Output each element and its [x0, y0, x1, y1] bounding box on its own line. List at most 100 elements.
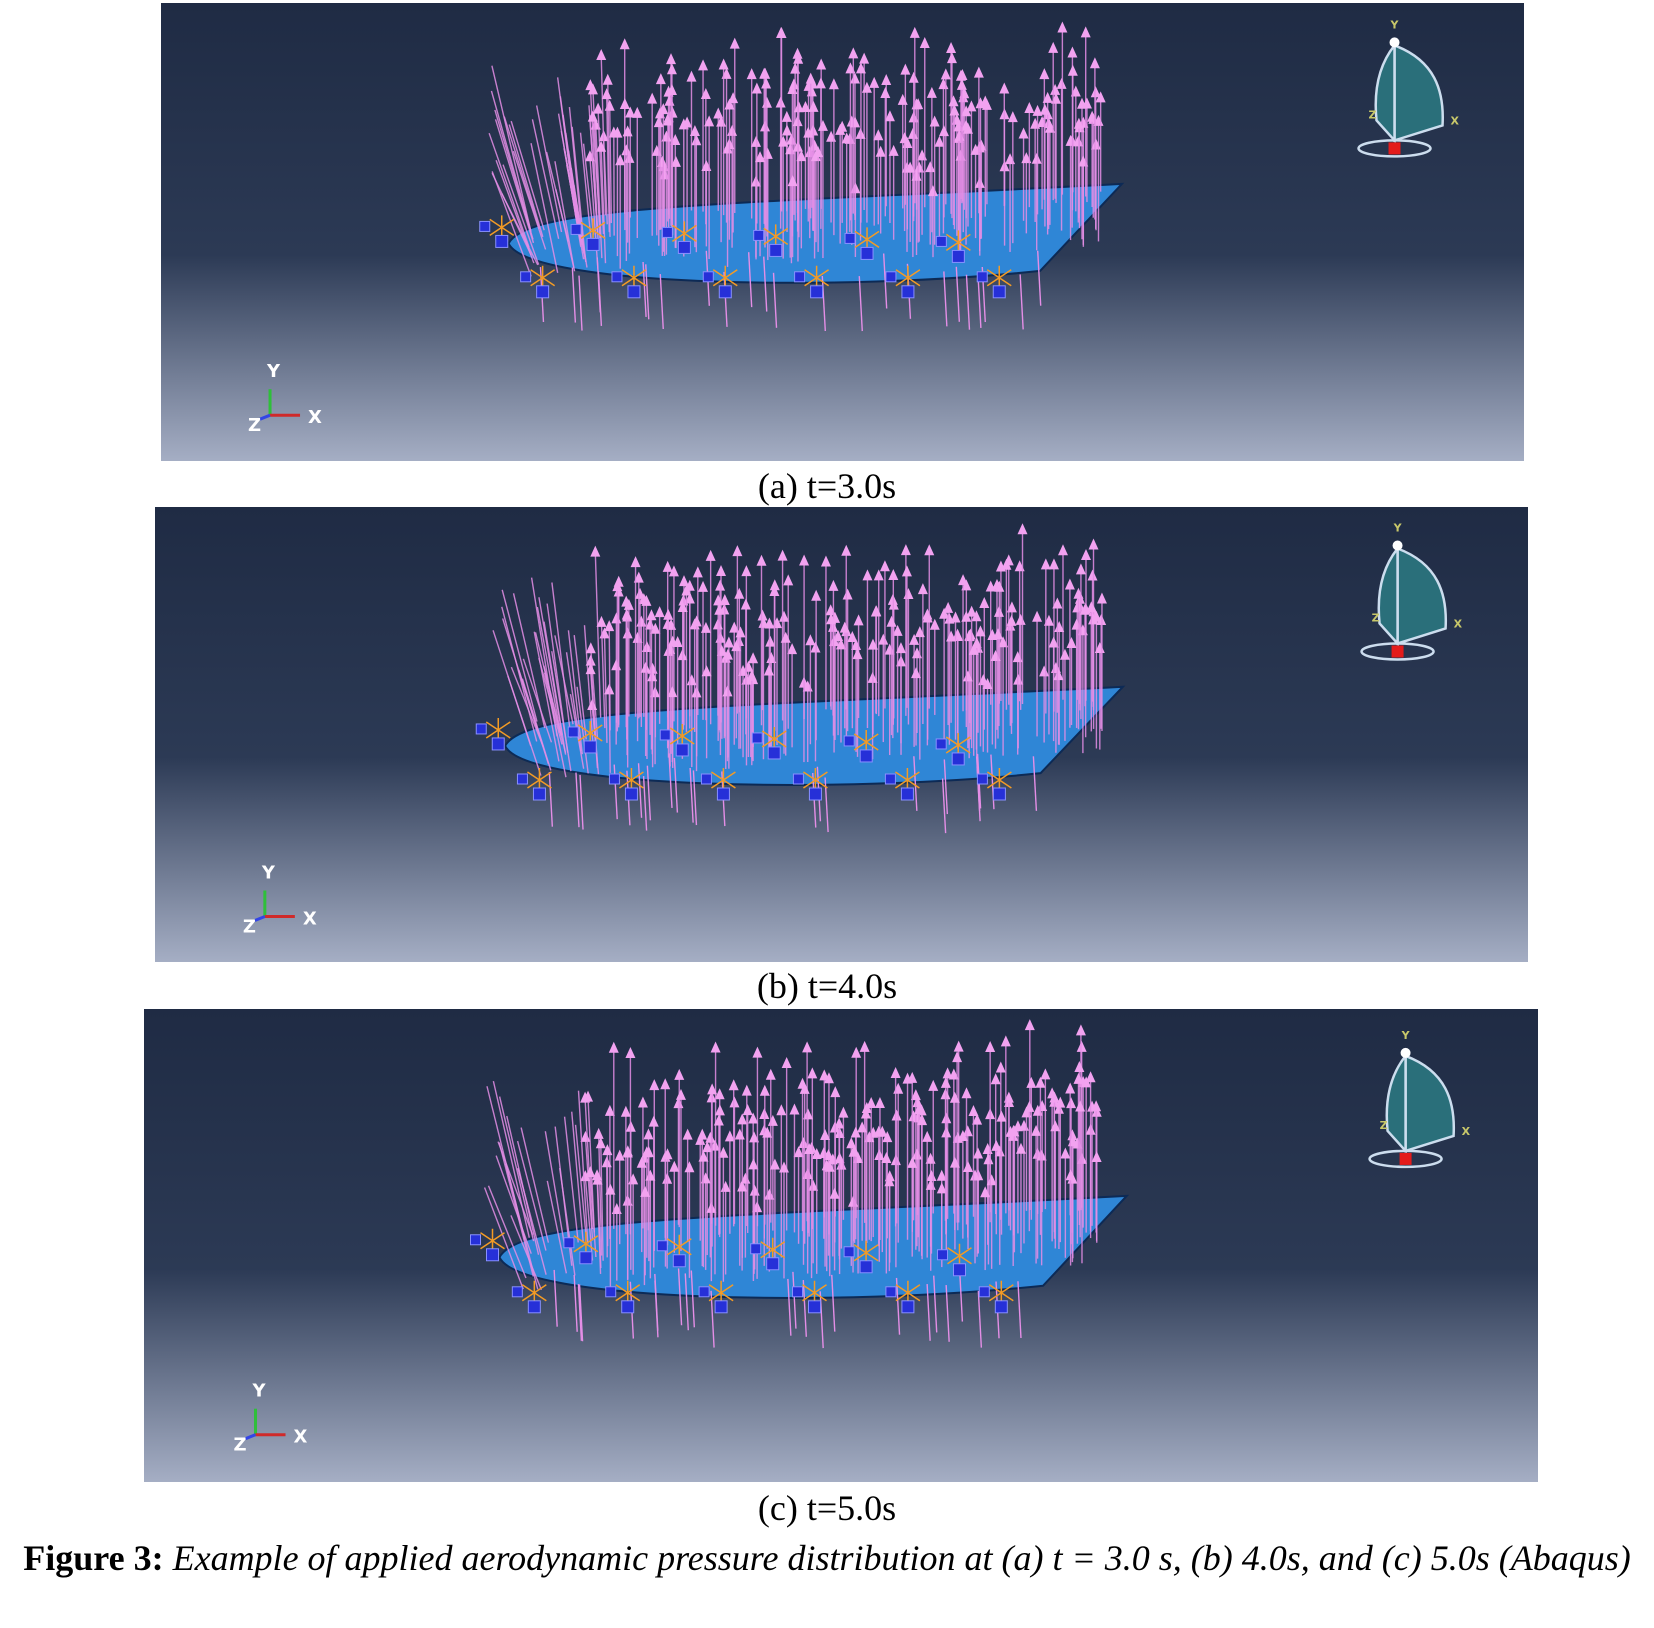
arrow-head — [922, 1130, 933, 1142]
pressure-arrow — [578, 1284, 584, 1342]
arrow-head — [787, 175, 798, 187]
pressure-arrow — [588, 114, 599, 234]
arrow-head — [805, 72, 816, 84]
bc-symbol — [860, 246, 874, 260]
pressure-arrow — [491, 171, 532, 277]
arrow-head — [1059, 648, 1070, 660]
pressure-arrow — [517, 1167, 547, 1275]
arrow-head — [734, 587, 745, 599]
bc-symbol — [766, 1257, 780, 1271]
arrow-head — [962, 670, 973, 682]
arrow-head — [646, 609, 657, 621]
arrow-head — [595, 1137, 606, 1149]
arrow-head — [585, 654, 596, 666]
pressure-arrow — [545, 151, 569, 242]
arrow-head — [741, 565, 752, 577]
arrow-head — [1039, 68, 1050, 80]
pressure-arrow — [571, 1111, 584, 1242]
arrow-head — [952, 1051, 963, 1063]
arrow-head — [778, 1161, 789, 1173]
bc-symbol — [718, 285, 732, 299]
arrow-head — [748, 652, 759, 664]
bc-symbol — [479, 220, 491, 232]
pressure-arrow — [792, 1271, 797, 1329]
arrow-head — [762, 1126, 773, 1138]
bc-symbol — [532, 787, 546, 801]
arrow-head — [963, 1161, 974, 1173]
arrow-head — [878, 633, 889, 645]
arrow-head — [585, 642, 596, 654]
arrow-head — [1057, 21, 1068, 33]
arrow-head — [939, 607, 950, 619]
arrow-head — [707, 1083, 718, 1095]
arrow-head — [828, 579, 839, 591]
pressure-arrow — [583, 625, 594, 749]
arrow-head — [1024, 102, 1035, 114]
pressure-arrow — [497, 1141, 534, 1235]
arrow-head — [748, 1112, 759, 1124]
pressure-arrow — [487, 1185, 527, 1279]
pressure-arrow — [536, 606, 562, 736]
arrow-head — [737, 1180, 748, 1192]
arrow-head — [622, 125, 633, 137]
pressure-arrow — [510, 1215, 543, 1291]
arrow-head — [1073, 1072, 1084, 1084]
bc-symbol — [935, 235, 947, 247]
arrow-head — [851, 1046, 862, 1058]
arrow-head — [857, 1121, 868, 1133]
arrow-head — [1024, 1100, 1035, 1112]
pressure-arrow — [538, 597, 563, 735]
arrow-head — [713, 594, 724, 606]
pressure-arrow — [603, 634, 608, 743]
arrow-head — [619, 97, 630, 109]
arrow-head — [886, 615, 897, 627]
arrow-head — [663, 608, 674, 620]
arrow-head — [914, 626, 925, 638]
arrow-head — [799, 1082, 810, 1094]
arrow-head — [962, 1125, 973, 1137]
arrow-head — [809, 139, 820, 151]
arrow-head — [675, 1088, 686, 1100]
arrow-head — [724, 1130, 735, 1142]
bc-symbol — [792, 1286, 804, 1298]
arrow-head — [982, 677, 993, 689]
pressure-arrow — [637, 763, 643, 818]
arrow-head — [1075, 563, 1086, 575]
view-cube — [1399, 1152, 1412, 1165]
arrow-head — [1009, 1125, 1020, 1137]
arrow-head — [580, 1170, 591, 1182]
arrow-head — [803, 126, 814, 138]
arrow-head — [677, 601, 688, 613]
view-cube-label: X — [1454, 618, 1463, 631]
pressure-arrow — [498, 1096, 535, 1242]
arrow-head — [830, 1086, 841, 1098]
arrow-head — [940, 68, 951, 80]
arrow-head — [587, 110, 598, 122]
bc-symbol — [702, 271, 714, 283]
bc-symbol — [516, 773, 528, 785]
pressure-arrow — [1019, 274, 1024, 330]
arrow-head — [689, 124, 700, 136]
arrow-head — [973, 66, 984, 78]
pressure-arrow — [1032, 756, 1038, 811]
pressure-arrow — [495, 1155, 532, 1254]
arrow-head — [850, 1126, 861, 1138]
arrow-head — [1088, 613, 1099, 625]
triad-label: X — [294, 1427, 308, 1448]
arrow-head — [714, 603, 725, 615]
arrow-head — [929, 115, 940, 127]
arrow-head — [847, 630, 858, 642]
bc-symbol — [714, 1300, 728, 1314]
arrow-head — [806, 85, 817, 97]
arrow-head — [662, 1148, 673, 1160]
view-cube-label: X — [1462, 1125, 1471, 1138]
arrow-head — [1050, 1120, 1061, 1132]
panel-image: Y Z X Y Z X — [144, 1009, 1538, 1482]
arrow-head — [612, 580, 623, 592]
arrow-head — [636, 1156, 647, 1168]
arrow-head — [1076, 1040, 1087, 1052]
bc-symbol — [586, 237, 600, 251]
arrow-head — [968, 643, 979, 655]
arrow-head — [752, 1046, 763, 1058]
arrow-head — [793, 52, 804, 64]
